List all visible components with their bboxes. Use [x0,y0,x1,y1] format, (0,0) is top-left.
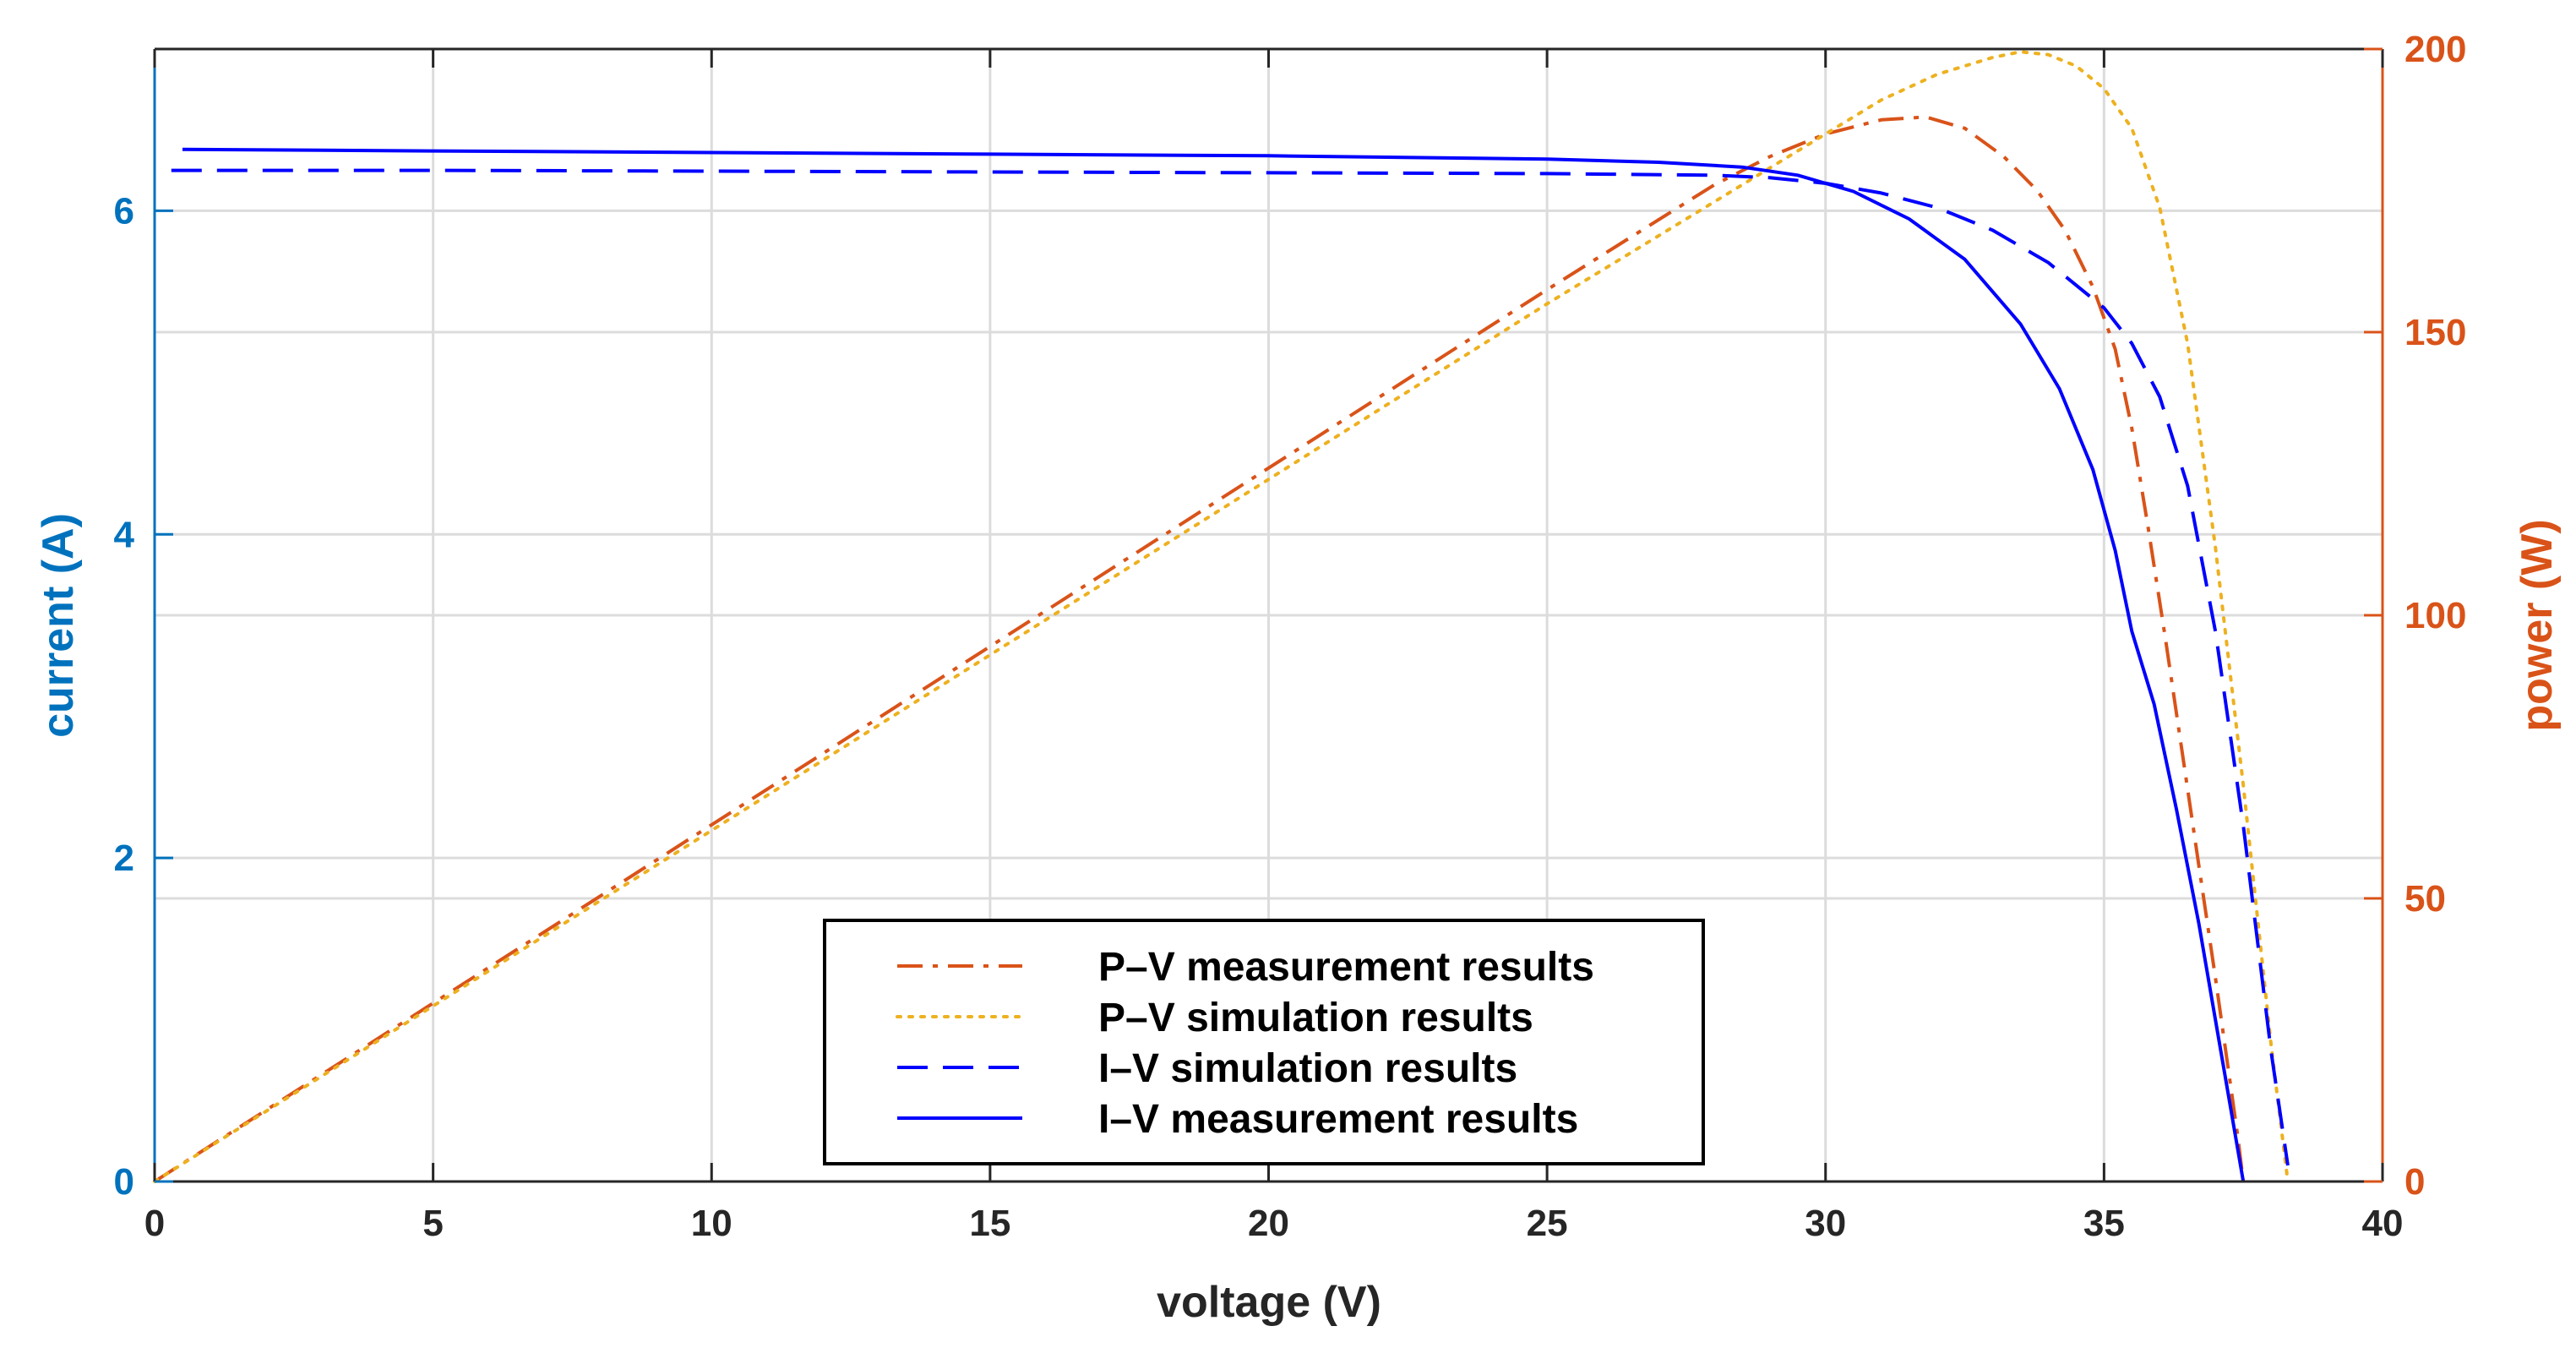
legend-label: I–V measurement results [1098,1097,1578,1142]
right-y-tick-label: 200 [2404,29,2466,70]
right-y-axis-label: power (W) [2513,519,2562,731]
legend-item-pv-measurement: P–V measurement results [897,945,1594,990]
x-tick-label: 25 [1527,1203,1568,1244]
legend-item-iv-measurement: I–V measurement results [897,1097,1578,1142]
right-y-tick-label: 0 [2404,1161,2425,1203]
iv-simulation-line [171,168,2290,1166]
left-y-axis-label: current (A) [34,513,83,738]
pv-measurement-line [153,115,2246,1183]
right-y-tick-label: 50 [2404,878,2446,920]
x-tick-label: 10 [691,1203,732,1244]
legend-item-pv-simulation: P–V simulation results [896,996,1533,1040]
legend-label: I–V simulation results [1098,1046,1517,1091]
legend-label: P–V simulation results [1098,996,1533,1040]
left-y-tick-label: 6 [114,190,134,232]
x-tick-label: 20 [1248,1203,1289,1244]
x-tick-label: 40 [2362,1203,2404,1244]
legend-label: P–V measurement results [1098,945,1594,990]
series-layer [153,50,2290,1183]
left-y-tick-label: 2 [114,838,134,879]
right-y-tick-label: 100 [2404,595,2466,636]
legend-item-iv-simulation: I–V simulation results [897,1046,1517,1091]
x-tick-label: 15 [969,1203,1010,1244]
right-y-tick-label: 150 [2404,312,2466,353]
legend-box [823,919,1705,1165]
left-y-tick-label: 4 [114,514,135,555]
grid [155,49,2383,1182]
iv-measurement-line [182,147,2246,1182]
pv-simulation-line [153,50,2290,1183]
x-tick-label: 5 [422,1203,443,1244]
legend: P–V measurement results P–V simulation re… [823,919,1705,1165]
x-tick-label: 35 [2083,1203,2125,1244]
x-axis-label: voltage (V) [1157,1278,1381,1327]
x-tick-label: 0 [144,1203,165,1244]
left-y-tick-label: 0 [114,1161,134,1203]
x-tick-label: 30 [1805,1203,1846,1244]
